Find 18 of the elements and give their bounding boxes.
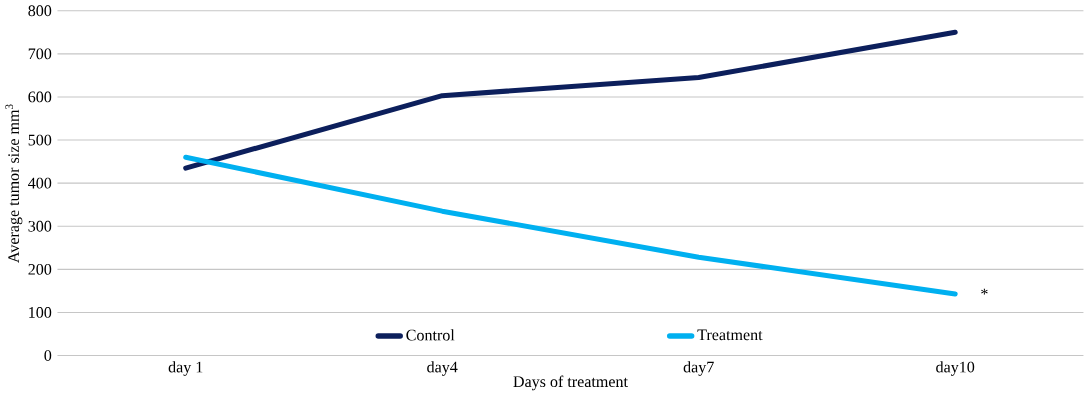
y-tick-label: 0 — [44, 350, 52, 362]
y-axis-title: Average tumor size mm$^{3}$ — [5, 104, 23, 264]
x-tick-label: day 1 — [168, 361, 203, 376]
y-tick-label: 800 — [28, 5, 52, 17]
y-tick-label: 700 — [28, 48, 52, 60]
y-tick-label: 200 — [28, 264, 52, 275]
y-tick-label: 600 — [28, 91, 52, 103]
legend-label: Treatment — [697, 329, 763, 341]
x-axis-title: Days of treatment — [513, 375, 628, 391]
y-tick-label: 300 — [28, 220, 52, 232]
y-tick-label: 500 — [28, 134, 52, 146]
legend-label: Control — [406, 329, 455, 341]
y-tick-label: 100 — [29, 307, 52, 318]
x-tick-label: day4 — [427, 361, 458, 376]
x-tick-label: day7 — [683, 361, 714, 376]
y-tick-label: 400 — [28, 177, 52, 189]
x-tick-label: day10 — [936, 361, 975, 376]
annotation: * — [981, 288, 988, 295]
